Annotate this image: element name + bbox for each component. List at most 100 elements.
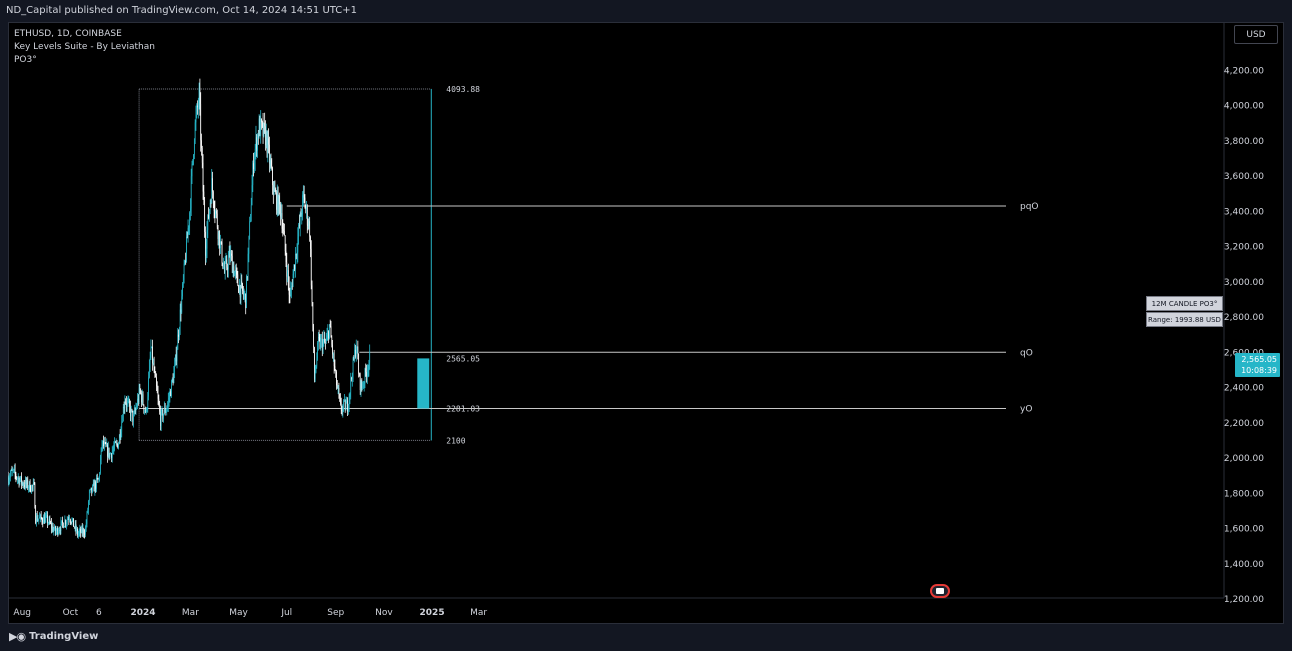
candle-body bbox=[120, 431, 122, 438]
candle-body bbox=[36, 515, 37, 524]
candle-body bbox=[119, 434, 121, 438]
symbol-legend[interactable]: ETHUSD, 1D, COINBASE bbox=[14, 29, 122, 39]
candle-body bbox=[357, 346, 359, 360]
us-flag-icon[interactable] bbox=[930, 584, 950, 598]
candle-body bbox=[285, 250, 287, 263]
candle-body bbox=[356, 346, 358, 348]
candle-body bbox=[15, 473, 17, 478]
candle-body bbox=[90, 487, 92, 490]
candle-body bbox=[272, 185, 274, 195]
candle-body bbox=[133, 414, 134, 422]
candle-body bbox=[74, 524, 76, 528]
candle-body bbox=[305, 208, 307, 210]
candle-body bbox=[152, 362, 154, 364]
candle-body bbox=[42, 521, 44, 524]
candle-body bbox=[37, 519, 39, 521]
candle-body bbox=[85, 528, 86, 535]
candle-body bbox=[80, 528, 82, 533]
candle-body bbox=[274, 189, 276, 192]
candle-body bbox=[60, 521, 62, 531]
tradingview-brand[interactable]: ▶◉ TradingView bbox=[9, 630, 98, 643]
candle-body bbox=[338, 387, 340, 395]
candle-body bbox=[344, 400, 346, 411]
candle-body bbox=[290, 289, 292, 296]
candle-body bbox=[248, 236, 250, 254]
candle-body bbox=[131, 409, 133, 411]
candle-body bbox=[175, 354, 177, 362]
candle-body bbox=[174, 364, 175, 372]
candle-body bbox=[193, 154, 194, 160]
candle-body bbox=[44, 517, 46, 524]
candle-body bbox=[77, 529, 78, 536]
candle-body bbox=[152, 346, 153, 364]
candle-body bbox=[316, 358, 318, 367]
candle-body bbox=[216, 213, 218, 228]
candle-body bbox=[223, 267, 224, 269]
candle-body bbox=[239, 285, 241, 298]
candle-body bbox=[36, 515, 38, 521]
candle-body bbox=[121, 421, 123, 432]
candle-body bbox=[156, 386, 158, 393]
candle-body bbox=[282, 228, 284, 230]
candle-body bbox=[95, 482, 97, 489]
candle-body bbox=[265, 131, 267, 146]
candle-body bbox=[51, 526, 53, 529]
time-tick-label: Mar bbox=[470, 608, 487, 618]
candle-body bbox=[197, 104, 199, 108]
candle-body bbox=[66, 519, 68, 523]
candle-body bbox=[13, 468, 15, 470]
candle-body bbox=[360, 380, 362, 391]
candle-body bbox=[31, 485, 33, 492]
candle-body bbox=[14, 468, 16, 474]
price-tick-label: 2,800.00 bbox=[1224, 313, 1264, 323]
candle-body bbox=[73, 518, 74, 527]
candle-body bbox=[298, 224, 299, 237]
candle-body bbox=[176, 349, 178, 362]
candle-body bbox=[91, 487, 93, 493]
candle-body bbox=[88, 501, 89, 510]
candle-body bbox=[114, 441, 115, 448]
candle-body bbox=[183, 263, 185, 279]
candle-body bbox=[23, 485, 25, 487]
candle-body bbox=[86, 512, 88, 524]
candle-body bbox=[288, 282, 290, 295]
price-axis: 4,200.00 4,000.00 3,800.00 3,600.00 3,400.00… bbox=[1223, 22, 1264, 605]
candle-body bbox=[158, 398, 160, 405]
price-tick-label: 3,200.00 bbox=[1224, 243, 1264, 253]
candle-body bbox=[300, 213, 302, 217]
candle-body bbox=[335, 369, 337, 372]
candle-body bbox=[365, 368, 367, 373]
candle-body bbox=[171, 380, 172, 397]
candle-body bbox=[227, 267, 228, 270]
candle-body bbox=[81, 527, 83, 534]
candle-body bbox=[283, 229, 284, 232]
candle-body bbox=[322, 341, 324, 351]
candle-body bbox=[330, 326, 332, 338]
candle-body bbox=[270, 160, 272, 167]
candle-body bbox=[41, 518, 43, 522]
candle-body bbox=[251, 185, 253, 206]
candle-body bbox=[346, 400, 348, 404]
candle-body bbox=[139, 388, 141, 390]
candle-body bbox=[200, 103, 202, 141]
chart-pane[interactable] bbox=[8, 22, 1284, 624]
candle-body bbox=[103, 442, 105, 447]
candle-body bbox=[340, 398, 341, 404]
candle-body bbox=[88, 491, 90, 502]
candle-body bbox=[179, 309, 181, 330]
candle-body bbox=[62, 523, 64, 528]
candle-body bbox=[258, 118, 260, 138]
candle-body bbox=[334, 366, 336, 370]
po3-title-label: 12M CANDLE PO3° bbox=[1146, 296, 1223, 311]
candle-body bbox=[257, 134, 258, 151]
candle-body bbox=[232, 266, 234, 274]
candle-body bbox=[149, 357, 151, 365]
indicator-sub-legend[interactable]: PO3° bbox=[14, 55, 37, 65]
publisher-header: ND_Capital published on TradingView.com,… bbox=[0, 0, 1292, 22]
candle-body bbox=[302, 190, 304, 196]
candle-body bbox=[246, 276, 248, 278]
currency-button[interactable]: USD bbox=[1234, 25, 1278, 44]
candle-body bbox=[333, 353, 335, 367]
indicator-legend[interactable]: Key Levels Suite - By Leviathan bbox=[14, 42, 155, 52]
